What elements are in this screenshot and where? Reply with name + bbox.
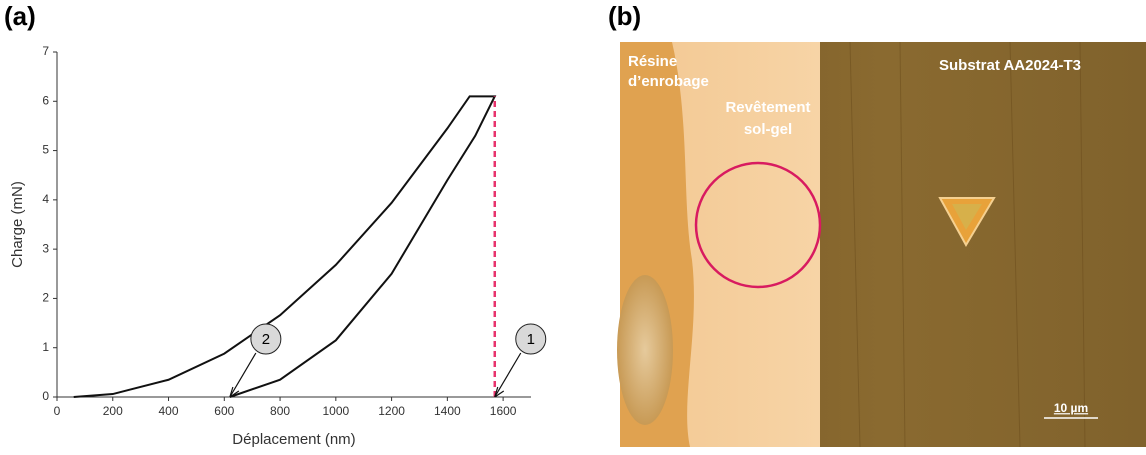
data-line <box>73 95 497 398</box>
panel-label: (b) <box>608 1 641 31</box>
x-tick-label: 1600 <box>490 404 517 418</box>
y-tick-label: 2 <box>42 291 49 305</box>
callout-arrow <box>494 352 522 398</box>
y-tick-label: 3 <box>42 241 49 255</box>
y-axis-title: Charge (mN) <box>9 181 26 268</box>
micrograph: Résine d’enrobage Revêtement sol-gel Sub… <box>617 41 1146 448</box>
x-axis-title: Déplacement (nm) <box>232 431 355 448</box>
resin-label: Résine <box>628 53 677 70</box>
y-tick-label: 6 <box>42 93 49 107</box>
x-tick-label: 1400 <box>434 404 461 418</box>
highlight-circle <box>694 161 822 289</box>
y-tick-label: 7 <box>42 44 49 58</box>
arrow-head <box>494 386 505 398</box>
substrate-label: Substrat AA2024-T3 <box>939 57 1081 74</box>
x-tick-label: 400 <box>159 404 179 418</box>
callout-circle <box>250 323 282 355</box>
indent-inner <box>952 204 982 230</box>
x-tick-label: 1000 <box>322 404 349 418</box>
coating-label: sol-gel <box>744 121 792 138</box>
y-tick-label: 1 <box>42 340 49 354</box>
x-tick-label: 200 <box>103 404 123 418</box>
callout-label: 1 <box>527 331 535 348</box>
scratches <box>849 41 1086 448</box>
callout-label: 2 <box>262 331 270 348</box>
x-tick-label: 800 <box>270 404 290 418</box>
x-tick-label: 1200 <box>378 404 405 418</box>
callout-arrow <box>229 352 257 398</box>
arrow-head <box>229 386 240 398</box>
y-tick-label: 4 <box>42 192 49 206</box>
coating-label: Revêtement <box>725 99 810 116</box>
resin-blob <box>617 275 673 425</box>
y-tick-label: 0 <box>42 389 49 403</box>
scale-label: 10 µm <box>1054 401 1088 415</box>
x-tick-label: 600 <box>214 404 234 418</box>
panel-label: (a) <box>4 1 36 31</box>
resin-label: d’enrobage <box>628 73 709 90</box>
x-tick-label: 0 <box>54 404 61 418</box>
y-tick-label: 5 <box>42 143 49 157</box>
callout-circle <box>515 323 547 355</box>
